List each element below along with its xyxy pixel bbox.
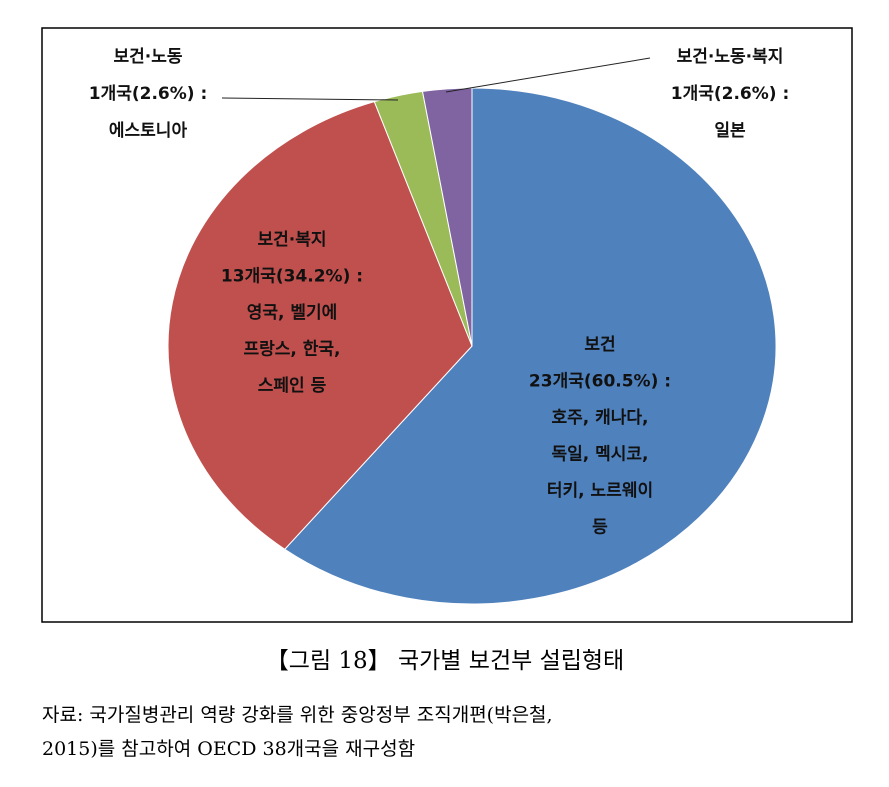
value-label: 23개국(60.5%) : [529, 372, 671, 392]
value-label: 13개국(34.2%) : [221, 267, 363, 287]
source: 자료: 국가질병관리 역량 강화를 위한 중앙정부 조직개편(박은철, [42, 704, 553, 726]
detail-label: 프랑스, 한국, [243, 340, 340, 360]
detail-label: 호주, 캐나다, [551, 408, 648, 428]
slice-label: 보건·노동·복지 [677, 47, 784, 67]
slice-label: 보건·노동 [113, 47, 182, 67]
source: 2015)를 참고하여 OECD 38개국을 재구성함 [42, 738, 415, 760]
detail-label: 독일, 멕시코, [551, 445, 648, 465]
slice [283, 87, 777, 605]
value-label: 1개국(2.6%) : [671, 84, 790, 104]
detail-label: 영국, 벨기에 [247, 303, 338, 323]
slice-label: 보건·복지 [257, 230, 326, 250]
detail-label: 일본 [714, 121, 746, 141]
slice [167, 101, 473, 550]
slice-label: 보건 [584, 335, 615, 355]
leader-line [445, 57, 651, 93]
labels: 보건 23개국(60.5%) : 호주, 캐나다, 독일, 멕시코, 터키, 노르웨이등… [89, 47, 790, 538]
leader-line [221, 97, 399, 101]
detail-label: 등 [592, 518, 608, 538]
detail-label: 스페인 등 [258, 376, 327, 396]
pie [167, 87, 777, 605]
detail-label: 에스토니아 [109, 121, 188, 141]
caption: 【그림 18】 국가별 보건부 설립형태 [266, 648, 624, 674]
value-label: 1개국(2.6%) : [89, 84, 208, 104]
detail-label: 터키, 노르웨이 [547, 481, 653, 501]
